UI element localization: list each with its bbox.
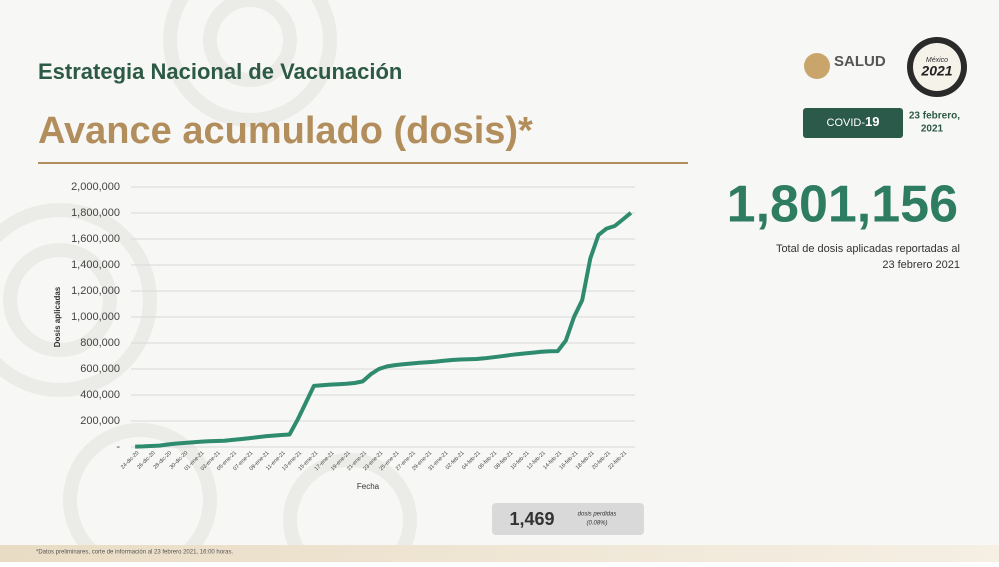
y-tick-label: 2,000,000 <box>71 181 120 193</box>
y-tick-label: 800,000 <box>80 337 120 349</box>
badge <box>803 108 903 138</box>
subtitle: Avance acumulado (dosis)* <box>38 110 533 152</box>
y-axis-label: Dosis aplicadas <box>53 286 62 347</box>
mexico-emblem-inner <box>913 43 961 91</box>
y-tick-label: 1,600,000 <box>71 233 120 245</box>
y-tick-label: 1,800,000 <box>71 207 120 219</box>
date: 2021 <box>921 124 944 135</box>
y-tick-label: 1,200,000 <box>71 285 120 297</box>
total-caption: Total de dosis aplicadas reportadas al <box>776 243 960 255</box>
total-value: 1,801,156 <box>727 176 958 234</box>
background-pattern <box>0 0 417 567</box>
date: 23 febrero, <box>909 111 960 122</box>
lost-box <box>492 503 644 535</box>
lost-value: 1,469 <box>509 509 554 529</box>
y-tick-label: 1,000,000 <box>71 311 120 323</box>
y-tick-label: 200,000 <box>80 415 120 427</box>
total-caption: 23 febrero 2021 <box>882 259 960 271</box>
mexico-logo: México <box>926 57 948 64</box>
salud-logo: SALUD <box>834 53 886 70</box>
footer-band <box>0 545 999 562</box>
y-tick-label: 400,000 <box>80 389 120 401</box>
title: Estrategia Nacional de Vacunación <box>38 59 402 84</box>
lost-percent: (0.08%) <box>586 521 607 527</box>
lost-label: dosis perdidas <box>578 512 617 518</box>
salud-emblem <box>804 53 830 79</box>
badge-number: 19 <box>865 114 879 129</box>
badge-prefix: COVID- <box>827 117 866 129</box>
y-tick-label: - <box>116 441 120 453</box>
year-logo: 2021 <box>920 63 952 79</box>
footnote: *Datos preliminares, corte de informació… <box>36 550 233 556</box>
data-line <box>135 211 633 449</box>
y-tick-label: 600,000 <box>80 363 120 375</box>
y-tick-label: 1,400,000 <box>71 259 120 271</box>
badge-text: COVID-19 <box>827 114 880 129</box>
x-axis-label: Fecha <box>357 482 380 491</box>
